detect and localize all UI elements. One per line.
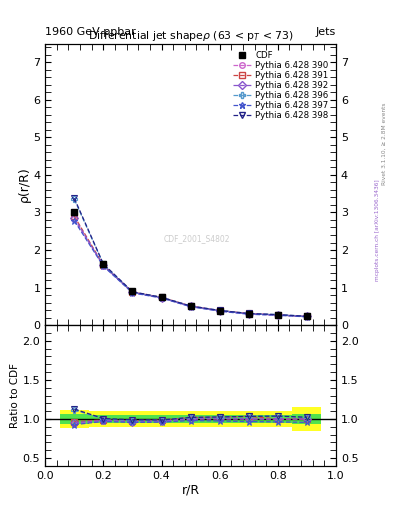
- Pythia 6.428 392: [159, 294, 164, 301]
- Pythia 6.428 398: [275, 311, 280, 317]
- Pythia 6.428 396: [275, 311, 280, 317]
- Pythia 6.428 397: [188, 304, 193, 310]
- Title: Differential jet shape$\rho$ (63 < p$_T$ < 73): Differential jet shape$\rho$ (63 < p$_T$…: [88, 29, 294, 44]
- Pythia 6.428 392: [246, 311, 251, 317]
- Pythia 6.428 391: [159, 294, 164, 301]
- Pythia 6.428 392: [305, 313, 309, 319]
- Pythia 6.428 398: [246, 310, 251, 316]
- Pythia 6.428 396: [72, 196, 77, 202]
- Pythia 6.428 392: [72, 215, 77, 221]
- Pythia 6.428 390: [159, 294, 164, 301]
- Line: Pythia 6.428 392: Pythia 6.428 392: [72, 215, 310, 319]
- Pythia 6.428 392: [217, 308, 222, 314]
- Y-axis label: Ratio to CDF: Ratio to CDF: [10, 363, 20, 428]
- Pythia 6.428 397: [305, 314, 309, 320]
- Y-axis label: ρ(r/R): ρ(r/R): [17, 166, 30, 202]
- Pythia 6.428 391: [130, 289, 135, 295]
- Line: Pythia 6.428 396: Pythia 6.428 396: [71, 196, 310, 320]
- Pythia 6.428 397: [275, 312, 280, 318]
- Pythia 6.428 396: [188, 303, 193, 309]
- Pythia 6.428 390: [101, 263, 106, 269]
- Pythia 6.428 391: [246, 310, 251, 316]
- Line: Pythia 6.428 398: Pythia 6.428 398: [72, 196, 310, 319]
- Pythia 6.428 397: [217, 308, 222, 314]
- Pythia 6.428 396: [130, 289, 135, 295]
- Pythia 6.428 390: [217, 308, 222, 314]
- Pythia 6.428 390: [246, 311, 251, 317]
- Text: Jets: Jets: [316, 27, 336, 37]
- Pythia 6.428 390: [130, 289, 135, 295]
- Pythia 6.428 391: [188, 303, 193, 309]
- Pythia 6.428 397: [101, 263, 106, 269]
- Pythia 6.428 396: [246, 310, 251, 316]
- Text: 1960 GeV ppbar: 1960 GeV ppbar: [45, 27, 136, 37]
- Pythia 6.428 390: [72, 216, 77, 222]
- Pythia 6.428 391: [305, 313, 309, 319]
- Pythia 6.428 391: [72, 213, 77, 219]
- Pythia 6.428 392: [275, 312, 280, 318]
- Text: Rivet 3.1.10, ≥ 2.8M events: Rivet 3.1.10, ≥ 2.8M events: [382, 102, 387, 185]
- Pythia 6.428 391: [217, 307, 222, 313]
- Pythia 6.428 398: [188, 303, 193, 309]
- Pythia 6.428 392: [130, 289, 135, 295]
- Pythia 6.428 397: [130, 290, 135, 296]
- Pythia 6.428 397: [72, 218, 77, 224]
- Legend: CDF, Pythia 6.428 390, Pythia 6.428 391, Pythia 6.428 392, Pythia 6.428 396, Pyt: CDF, Pythia 6.428 390, Pythia 6.428 391,…: [229, 48, 332, 124]
- Pythia 6.428 390: [188, 303, 193, 309]
- Pythia 6.428 396: [217, 307, 222, 313]
- Text: CDF_2001_S4802: CDF_2001_S4802: [163, 233, 230, 243]
- Pythia 6.428 398: [72, 195, 77, 201]
- Pythia 6.428 398: [130, 289, 135, 295]
- Pythia 6.428 392: [101, 262, 106, 268]
- Pythia 6.428 396: [305, 313, 309, 319]
- Line: Pythia 6.428 397: Pythia 6.428 397: [71, 217, 310, 321]
- Pythia 6.428 398: [159, 294, 164, 301]
- Pythia 6.428 391: [275, 312, 280, 318]
- Pythia 6.428 397: [159, 295, 164, 301]
- Text: mcplots.cern.ch [arXiv:1306.3436]: mcplots.cern.ch [arXiv:1306.3436]: [375, 180, 380, 281]
- Line: Pythia 6.428 390: Pythia 6.428 390: [72, 217, 310, 319]
- Pythia 6.428 398: [305, 313, 309, 319]
- X-axis label: r/R: r/R: [182, 483, 200, 497]
- Pythia 6.428 390: [275, 312, 280, 318]
- Pythia 6.428 391: [101, 262, 106, 268]
- Pythia 6.428 398: [217, 307, 222, 313]
- Pythia 6.428 396: [159, 294, 164, 301]
- Pythia 6.428 390: [305, 313, 309, 319]
- Pythia 6.428 398: [101, 261, 106, 267]
- Pythia 6.428 396: [101, 261, 106, 267]
- Line: Pythia 6.428 391: Pythia 6.428 391: [72, 214, 310, 319]
- Pythia 6.428 392: [188, 303, 193, 309]
- Pythia 6.428 397: [246, 311, 251, 317]
